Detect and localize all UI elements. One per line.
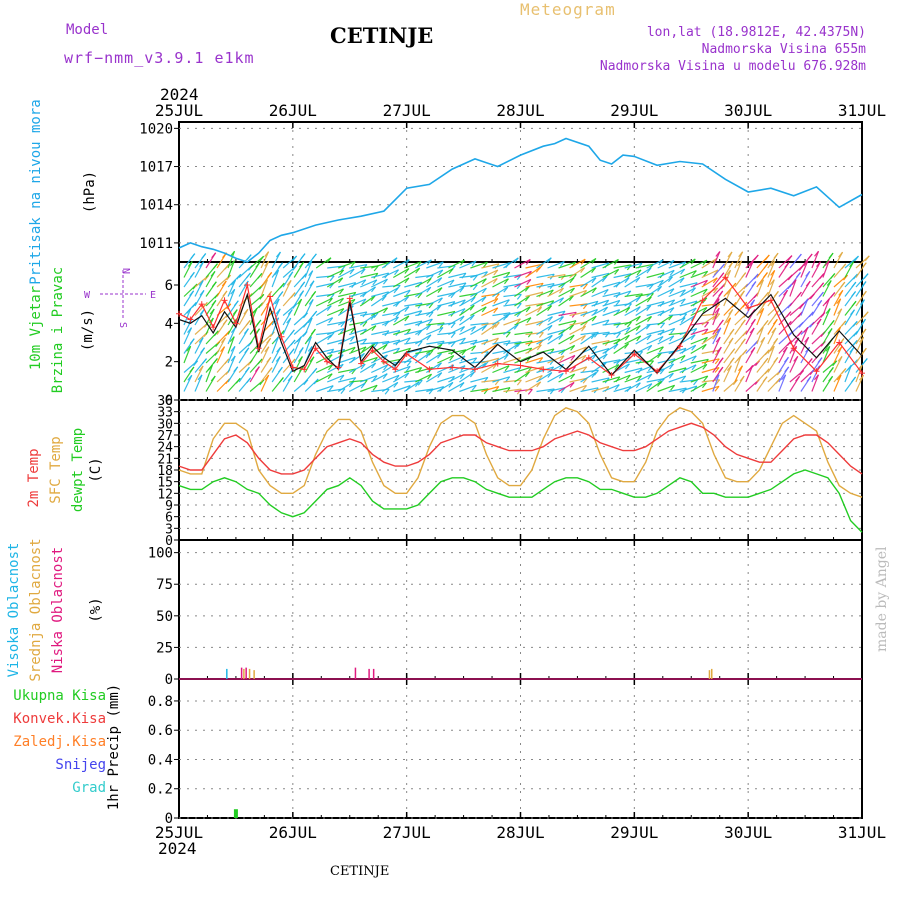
- precip-legend-item: Konvek.Kisa: [13, 711, 106, 727]
- date-label-bottom: 31JUL: [838, 823, 886, 842]
- axis-label: (%): [88, 597, 104, 622]
- ytick-label: 21: [157, 452, 173, 467]
- footer-station: CETINJE: [330, 864, 389, 879]
- date-label-bottom: 25JUL: [155, 823, 203, 842]
- credit-label: made by Angel: [874, 546, 890, 652]
- axis-label: 10m Vjetar: [28, 286, 44, 370]
- ytick-label: 1011: [139, 236, 173, 252]
- axis-label: Visoka Oblacnost: [6, 543, 22, 678]
- coords-label: lon,lat (18.9812E, 42.4375N): [647, 25, 866, 40]
- date-label-top: 29JUL: [610, 101, 658, 120]
- year-bottom: 2024: [158, 839, 197, 858]
- station-title: CETINJE: [330, 23, 433, 48]
- precip-legend-item: Zaledj.Kisa: [13, 734, 106, 750]
- ytick-label: 2: [165, 355, 173, 371]
- ytick-label: 75: [156, 577, 173, 593]
- ytick-label: 6: [165, 278, 173, 294]
- panel-wind: 0 2 4 6: [165, 261, 863, 409]
- ytick-label: 33: [157, 406, 173, 421]
- ytick-label: 1017: [139, 160, 173, 176]
- bottom-date-axis: 25JUL 26JUL 27JUL 28JUL 29JUL 30JUL 31JUL: [155, 823, 886, 842]
- ytick-label: 0.8: [148, 694, 173, 710]
- axis-label: SFC Temp: [48, 436, 64, 503]
- precip-legend-item: Ukupna Kisa: [13, 688, 106, 704]
- ytick-label: 3: [165, 522, 173, 537]
- model-name: wrf−nmm_v3.9.1 e1km: [64, 49, 255, 67]
- ytick-label: 0: [165, 393, 173, 409]
- date-label-top: 31JUL: [838, 101, 886, 120]
- precip-legend-item: Grad: [72, 780, 106, 796]
- date-label-top: 28JUL: [496, 101, 544, 120]
- panel-labels: Pritisak na nivou mora (hPa) 10m Vjetar Brz…: [6, 99, 156, 810]
- axis-label: 1hr Precip (mm): [106, 684, 122, 810]
- top-date-axis: 25JUL 26JUL 27JUL 28JUL 29JUL 30JUL 31JUL: [155, 101, 886, 120]
- date-label-top: 30JUL: [724, 101, 772, 120]
- axis-label: Niska Oblacnost: [50, 547, 66, 673]
- ytick-label: 6: [165, 511, 173, 526]
- date-label-bottom: 29JUL: [610, 823, 658, 842]
- axis-label: Pritisak na nivou mora: [28, 99, 44, 284]
- ytick-label: 18: [157, 464, 173, 479]
- ytick-label: 15: [157, 476, 173, 491]
- panel-clouds: 0 25 50 75 100: [148, 539, 863, 688]
- ytick-label: 36: [157, 394, 173, 409]
- date-label-bottom: 30JUL: [724, 823, 772, 842]
- ytick-label: 1020: [139, 121, 173, 137]
- ytick-label: 12: [157, 487, 173, 502]
- wind-barbs-layer: [183, 250, 870, 395]
- compass-label: S: [117, 322, 128, 328]
- model-label: Model: [66, 22, 108, 38]
- ytick-label: 4: [165, 316, 173, 332]
- ytick-label: 0: [165, 672, 173, 688]
- date-label-bottom: 27JUL: [383, 823, 431, 842]
- date-label-top: 27JUL: [383, 101, 431, 120]
- date-label-top: 26JUL: [269, 101, 317, 120]
- compass-label: E: [150, 290, 156, 301]
- ytick-label: 100: [148, 546, 173, 562]
- product-title: Meteogram: [520, 0, 616, 19]
- model-elevation-label: Nadmorska Visina u modelu 676.928m: [600, 59, 866, 74]
- ytick-label: 50: [156, 609, 173, 625]
- ytick-label: 0.6: [148, 723, 173, 739]
- precip-legend-item: Snijeg: [55, 757, 106, 773]
- axis-label: dewpt Temp: [70, 428, 86, 512]
- axis-label: (m/s): [80, 309, 96, 351]
- axis-label: (hPa): [82, 171, 98, 213]
- compass-label: N: [120, 268, 131, 274]
- ytick-label: 9: [165, 499, 173, 514]
- sfc-temp-line: [178, 407, 863, 498]
- ytick-label: 30: [157, 417, 173, 432]
- temp-2m-line: [178, 422, 863, 475]
- pressure-line: [178, 137, 863, 263]
- axis-label: 2m Temp: [26, 448, 42, 507]
- axis-label: (C): [88, 457, 104, 482]
- ytick-label: 0: [165, 534, 173, 549]
- ytick-label: 0.4: [148, 752, 173, 768]
- dewpoint-line: [178, 469, 863, 533]
- ytick-label: 24: [157, 441, 173, 456]
- compass-label: W: [84, 290, 91, 301]
- date-label-bottom: 26JUL: [269, 823, 317, 842]
- precip-bar: [233, 809, 238, 818]
- ytick-label: 0: [165, 811, 173, 827]
- date-label-bottom: 28JUL: [496, 823, 544, 842]
- ytick-label: 27: [157, 429, 173, 444]
- series-layer: [176, 137, 865, 818]
- date-label-top: 25JUL: [155, 101, 203, 120]
- panel-precip: 0 0.2 0.4 0.6 0.8: [148, 678, 863, 827]
- ytick-label: 1014: [139, 198, 173, 214]
- ytick-label: 0.2: [148, 782, 173, 798]
- axis-label: Brzina i Pravac: [50, 267, 66, 393]
- axis-label: Srednja Oblacnost: [28, 538, 44, 681]
- ytick-label: 25: [156, 640, 173, 656]
- year-top: 2024: [160, 85, 199, 104]
- elevation-label: Nadmorska Visina 655m: [702, 42, 867, 57]
